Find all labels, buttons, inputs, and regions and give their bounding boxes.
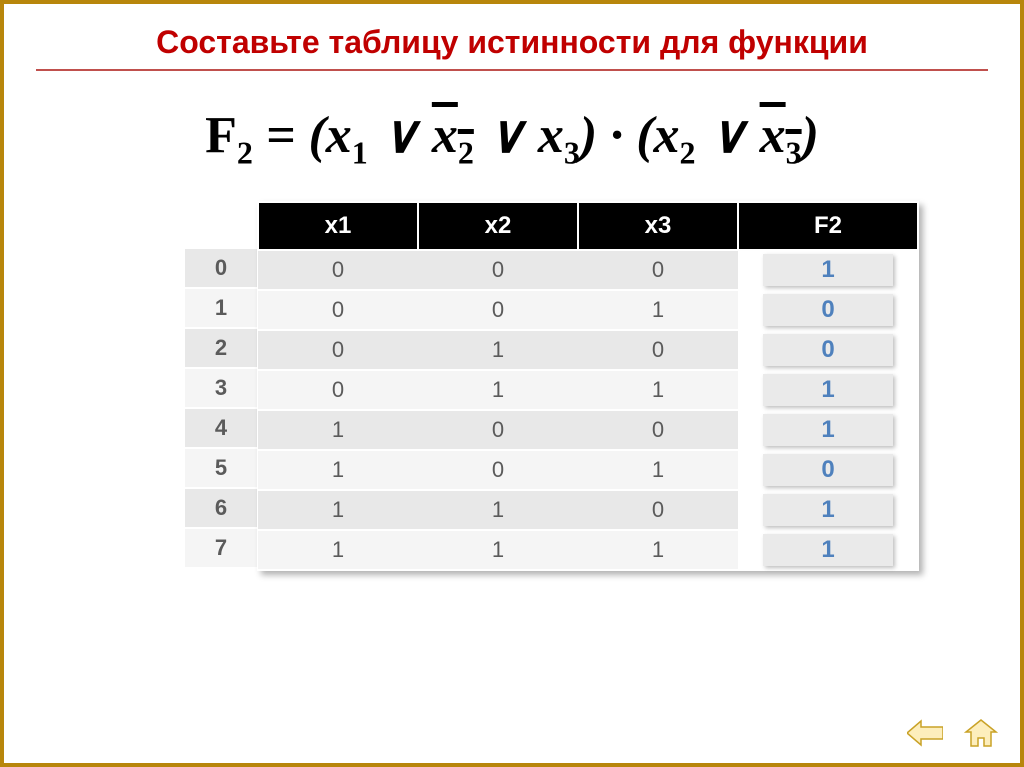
f2-value: 0 (763, 334, 893, 366)
home-icon[interactable] (962, 717, 1000, 749)
cell-x3: 1 (578, 290, 738, 330)
f2-value: 1 (763, 374, 893, 406)
table-row: 0001 (258, 250, 918, 290)
truth-table: x1 x2 x3 F2 0001001001000111100110101101… (257, 201, 919, 571)
cell-x2: 1 (418, 530, 578, 570)
cell-x2: 1 (418, 370, 578, 410)
cell-x1: 1 (258, 410, 418, 450)
page-title: Составьте таблицу истинности для функции (4, 4, 1020, 69)
formula-rhs: = (x1 ∨ x2 ∨ x3) · (x2 ∨ x3) (266, 107, 819, 164)
f2-value: 0 (763, 454, 893, 486)
title-underline (36, 69, 988, 71)
col-header-f2: F2 (738, 202, 918, 250)
cell-x3: 1 (578, 530, 738, 570)
cell-x3: 1 (578, 450, 738, 490)
cell-f2: 0 (738, 290, 918, 330)
nav-icons (906, 717, 1000, 749)
table-row: 1101 (258, 490, 918, 530)
cell-x2: 1 (418, 490, 578, 530)
formula: F2 = (x1 ∨ x2 ∨ x3) · (x2 ∨ x3) (4, 99, 1020, 201)
cell-f2: 1 (738, 490, 918, 530)
table-row: 1111 (258, 530, 918, 570)
table-row: 0010 (258, 290, 918, 330)
table-row: 0100 (258, 330, 918, 370)
cell-x2: 0 (418, 450, 578, 490)
index-column: 01234567 (185, 249, 257, 569)
table-header-row: x1 x2 x3 F2 (258, 202, 918, 250)
cell-x2: 0 (418, 290, 578, 330)
f2-value: 0 (763, 294, 893, 326)
cell-x3: 0 (578, 250, 738, 290)
cell-f2: 0 (738, 450, 918, 490)
cell-x1: 0 (258, 290, 418, 330)
index-cell: 6 (185, 489, 257, 529)
cell-x3: 0 (578, 330, 738, 370)
index-cell: 0 (185, 249, 257, 289)
index-cell: 3 (185, 369, 257, 409)
table-row: 1010 (258, 450, 918, 490)
cell-x1: 1 (258, 490, 418, 530)
cell-x2: 0 (418, 250, 578, 290)
f2-value: 1 (763, 494, 893, 526)
cell-x1: 1 (258, 450, 418, 490)
index-cell: 1 (185, 289, 257, 329)
col-header-x1: x1 (258, 202, 418, 250)
cell-f2: 0 (738, 330, 918, 370)
f2-value: 1 (763, 534, 893, 566)
back-icon[interactable] (906, 717, 944, 749)
index-cell: 5 (185, 449, 257, 489)
cell-x1: 0 (258, 370, 418, 410)
cell-x3: 1 (578, 370, 738, 410)
truth-table-wrap: 01234567 x1 x2 x3 F2 0001001001000111100… (4, 201, 1020, 571)
cell-x1: 0 (258, 330, 418, 370)
f2-value: 1 (763, 414, 893, 446)
col-header-x3: x3 (578, 202, 738, 250)
cell-x3: 0 (578, 410, 738, 450)
cell-x1: 0 (258, 250, 418, 290)
cell-x2: 1 (418, 330, 578, 370)
col-header-x2: x2 (418, 202, 578, 250)
cell-x1: 1 (258, 530, 418, 570)
cell-x2: 0 (418, 410, 578, 450)
cell-f2: 1 (738, 410, 918, 450)
index-cell: 2 (185, 329, 257, 369)
cell-f2: 1 (738, 530, 918, 570)
cell-x3: 0 (578, 490, 738, 530)
cell-f2: 1 (738, 370, 918, 410)
cell-f2: 1 (738, 250, 918, 290)
table-row: 1001 (258, 410, 918, 450)
index-cell: 7 (185, 529, 257, 569)
f2-value: 1 (763, 254, 893, 286)
index-cell: 4 (185, 409, 257, 449)
formula-lhs: F2 (205, 107, 253, 164)
table-row: 0111 (258, 370, 918, 410)
